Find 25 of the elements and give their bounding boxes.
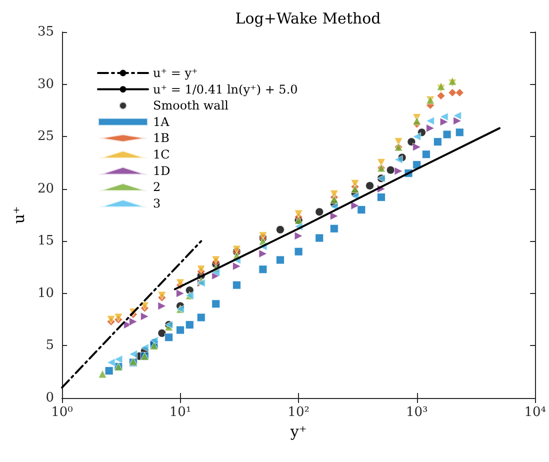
y-tick-label: 20 — [37, 181, 54, 196]
x-axis-title: y⁺ — [289, 422, 307, 440]
x-tick-label: 10⁰ — [51, 405, 73, 420]
x-tick-label: 10¹ — [169, 405, 192, 420]
x-tick-label: 10⁴ — [524, 405, 546, 420]
legend-label: 1D — [153, 164, 170, 178]
legend-label: Smooth wall — [153, 98, 229, 113]
y-tick-label: 15 — [37, 234, 54, 249]
legend-label: u⁺ = 1/0.41 ln(y⁺) + 5.0 — [153, 82, 298, 96]
legend-label: 2 — [153, 180, 161, 194]
legend-label: 1A — [153, 114, 170, 129]
y-axis-title: u⁺ — [10, 206, 28, 224]
legend-label: u⁺ = y⁺ — [153, 66, 198, 80]
x-tick-label: 10³ — [406, 405, 428, 420]
y-tick-label: 5 — [46, 338, 54, 354]
y-tick-label: 25 — [37, 129, 54, 144]
legend-label: 3 — [153, 196, 161, 210]
legend-label: 1C — [153, 148, 170, 162]
y-tick-label: 30 — [37, 76, 54, 92]
y-tick-label: 35 — [37, 24, 54, 40]
x-tick-label: 10² — [288, 405, 310, 420]
legend-label: 1B — [153, 131, 170, 146]
chart-title: Log+Wake Method — [235, 10, 382, 28]
y-tick-label: 10 — [37, 286, 54, 301]
y-tick-label: 0 — [46, 390, 54, 406]
